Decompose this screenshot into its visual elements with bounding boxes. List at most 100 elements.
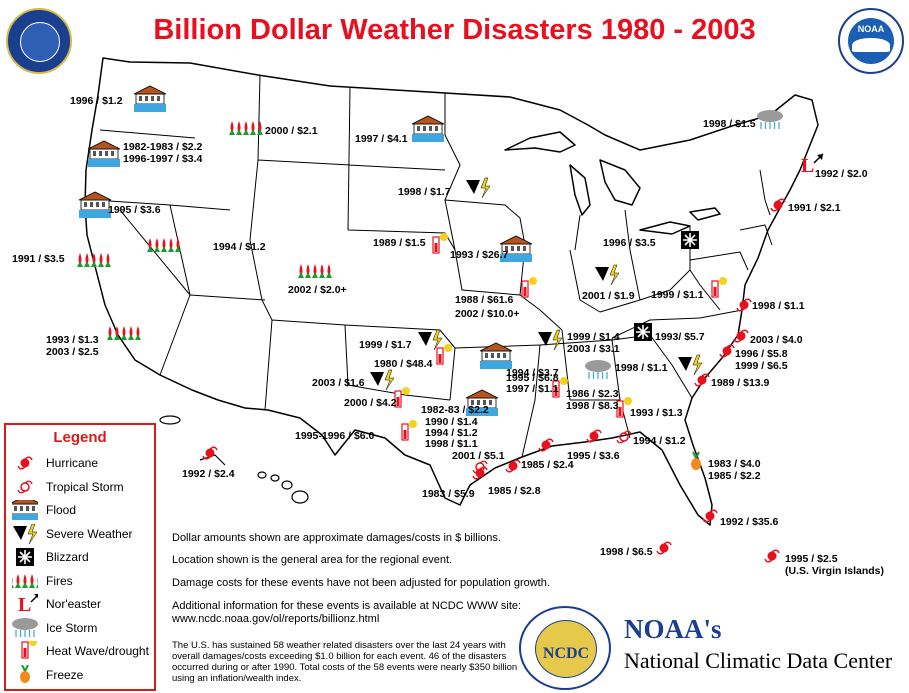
fires-icon	[12, 573, 38, 588]
event-label: 1989 / $1.5	[373, 237, 426, 249]
event-label: 2003 / $2.5	[46, 346, 99, 358]
event-label: 1990 / $1.4	[425, 416, 478, 428]
event-label: 1996-1997 / $3.4	[123, 153, 203, 165]
hurricane-icon	[17, 456, 33, 470]
legend-item: Fires	[12, 571, 152, 591]
legend-item: Flood	[12, 500, 152, 520]
event-label: 1994 / $3.7	[506, 367, 559, 379]
legend-item: Heat Wave/drought	[12, 641, 152, 661]
event-label: 1998 / $1.7	[398, 186, 451, 198]
tropical-storm-icon	[17, 480, 33, 493]
event-label: 1997 / $4.1	[355, 133, 408, 145]
ice-storm-icon	[757, 110, 783, 129]
event-label: 1993 / $1.3	[630, 407, 683, 419]
heat-wave-icon	[616, 397, 632, 418]
severe-weather-icon	[678, 354, 703, 376]
freeze-icon	[691, 451, 701, 470]
event-label: 2001 / $5.1	[452, 450, 505, 462]
fires-icon	[298, 264, 332, 278]
legend-item-label: Flood	[46, 503, 77, 517]
event-label: 1994 / $1.2	[213, 241, 266, 253]
legend-item: Ice Storm	[12, 617, 152, 638]
heat-wave-icon	[21, 641, 37, 659]
event-label: 2002 / $2.0+	[288, 284, 347, 296]
event-label: 2002 / $10.0+	[455, 308, 520, 320]
legend-item: L Nor'easter	[12, 594, 152, 614]
flood-icon	[465, 389, 499, 416]
legend-item-label: Freeze	[46, 667, 84, 682]
event-label: 1998 / $1.1	[752, 300, 805, 312]
fires-icon	[147, 238, 181, 252]
event-label: 1985 / $2.2	[708, 470, 761, 482]
svg-text:L: L	[801, 155, 814, 177]
event-label: 1993 / $1.3	[46, 334, 99, 346]
event-label: 1986 / $2.3	[566, 388, 619, 400]
fires-icon	[229, 121, 263, 135]
flood-icon	[12, 500, 38, 520]
flood-icon	[87, 140, 121, 167]
event-label: 1983 / $5.9	[422, 488, 475, 500]
note-damage-costs: Damage costs for these events have not b…	[172, 577, 550, 589]
event-label: 2000 / $2.1	[265, 125, 318, 137]
event-label: 1998 / $1.5	[703, 118, 756, 130]
hurricane-icon	[719, 344, 735, 358]
hurricane-icon	[586, 429, 602, 443]
event-label: 1996 / $5.8	[735, 348, 788, 360]
event-label: 1985 / $2.4	[521, 459, 574, 471]
footer-summary: The U.S. has sustained 58 weather relate…	[172, 640, 518, 684]
noaa-seal-text: NOAA	[857, 24, 885, 34]
map-title: Billion Dollar Weather Disasters 1980 - …	[153, 14, 756, 46]
event-label: 1998 / $1.1	[425, 438, 478, 450]
flood-icon	[499, 235, 533, 262]
event-label: 1999 / $1.1	[651, 289, 704, 301]
blizzard-icon	[681, 231, 699, 249]
legend-item-label: Blizzard	[46, 550, 89, 564]
event-label: 2003 / $4.0	[750, 334, 803, 346]
flood-icon	[78, 191, 112, 218]
legend-item-label: Ice Storm	[46, 620, 98, 635]
event-label: 1993/ $5.7	[655, 331, 705, 343]
note-website[interactable]: www.ncdc.noaa.gov/ol/reports/billionz.ht…	[172, 613, 380, 625]
severe-weather-icon	[466, 177, 491, 199]
event-label: 2003 / $1.6	[312, 377, 365, 389]
event-label: 1994 / $1.2	[633, 435, 686, 447]
heat-wave-icon	[394, 387, 410, 408]
flood-icon	[12, 500, 38, 520]
event-label: 1995 / $2.5	[785, 553, 838, 565]
legend-item-label: Fires	[46, 573, 73, 588]
hurricane-icon	[538, 438, 554, 452]
event-label: 1998 / $1.1	[615, 362, 668, 374]
legend-item: Severe Weather	[12, 523, 152, 544]
event-label: 2001 / $1.9	[582, 290, 635, 302]
tropical-storm-icon	[616, 430, 632, 444]
event-label: 2003 / $3.1	[567, 343, 620, 355]
hurricane-icon	[694, 373, 710, 387]
hurricane-icon	[505, 459, 521, 473]
severe-weather-icon	[13, 523, 38, 544]
noaa-seal: NOAA	[838, 8, 904, 74]
event-label: 1998 / $8.3	[566, 400, 619, 412]
event-label: 1980 / $48.4	[374, 358, 433, 370]
fires-icon	[77, 253, 111, 267]
event-label: 1995 / $3.6	[567, 450, 620, 462]
heat-wave-icon	[21, 641, 37, 659]
heat-wave-icon	[432, 233, 448, 254]
heat-wave-icon	[436, 344, 452, 365]
event-label: 1991 / $3.5	[12, 253, 65, 265]
event-label: 1992 / $2.0	[815, 168, 868, 180]
great-lakes	[504, 131, 721, 235]
event-label: 1982-83 / $2.2	[421, 404, 489, 416]
event-label: 1985 / $2.8	[488, 485, 541, 497]
event-label: 1996 / $1.2	[70, 95, 123, 107]
department-of-commerce-seal	[6, 8, 72, 74]
freeze-icon	[20, 664, 30, 683]
legend-item-label: Tropical Storm	[46, 479, 124, 494]
heat-wave-icon	[711, 277, 727, 298]
event-label: (U.S. Virgin Islands)	[785, 565, 884, 577]
event-label: 1988 / $61.6	[455, 294, 514, 306]
fires-icon	[107, 326, 141, 340]
center-name: National Climatic Data Center	[624, 648, 893, 673]
hurricane-icon	[733, 329, 749, 343]
event-label: 1994 / $1.2	[425, 427, 478, 439]
